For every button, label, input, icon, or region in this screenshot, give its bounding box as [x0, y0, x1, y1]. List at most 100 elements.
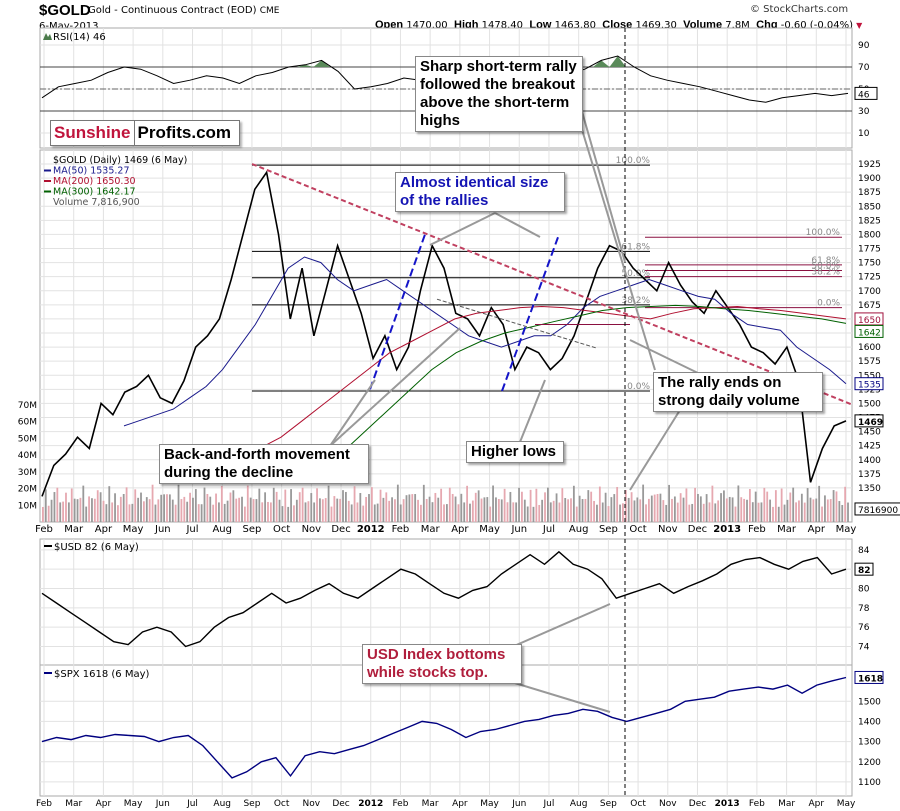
volume-bar [212, 504, 215, 522]
volume-bar [844, 486, 847, 522]
gold-y-tick: 1425 [858, 442, 881, 452]
volume-bar [59, 502, 62, 522]
volume-bar [815, 498, 818, 522]
gold-panel: 100.0%61.8%50.0%38.2%0.0%100.0%61.8%50.0… [41, 155, 853, 522]
volume-bar [117, 505, 119, 522]
volume-bar [238, 497, 241, 522]
volume-bar [645, 504, 647, 522]
volume-bar [809, 497, 812, 522]
volume-y-tick: 50M [18, 434, 37, 444]
x-tick-label: Aug [570, 799, 588, 809]
x-tick-label: May [836, 524, 857, 535]
volume-bar [743, 498, 746, 522]
x-tick-label: Aug [569, 524, 589, 535]
volume-bar [434, 492, 437, 522]
volume-bar [345, 491, 347, 522]
volume-bar [818, 485, 821, 522]
volume-bar [301, 487, 304, 522]
volume-bar [581, 499, 584, 522]
volume-bar [50, 499, 53, 522]
callout-usd-bottoms: USD Index bottoms while stocks top. [362, 644, 522, 684]
spx-y-tick: 1200 [858, 758, 881, 768]
volume-bar [656, 493, 659, 522]
volume-bar [47, 505, 50, 522]
volume-bar [376, 503, 379, 522]
callout-pointer [504, 679, 611, 713]
gold-legend-item: MA(50) 1535.27 [53, 166, 130, 177]
callout-identical-rallies: Almost identical size of the rallies [395, 172, 565, 212]
volume-bar [662, 500, 665, 522]
gold-y-tick: 1575 [858, 357, 881, 367]
volume-bar [584, 498, 587, 522]
volume-bar [422, 484, 425, 522]
volume-y-tick: 30M [18, 468, 37, 478]
high-value: 1478.40 [481, 20, 524, 31]
x-tick-label: Aug [213, 799, 231, 809]
volume-bar [564, 498, 567, 522]
volume-bar [134, 489, 137, 522]
volume-bar [183, 496, 186, 522]
rsi-overbought-fill [593, 60, 610, 67]
volume-bar [457, 504, 460, 522]
volume-bar [82, 485, 85, 522]
x-tick-label: Dec [689, 799, 706, 809]
gold-y-tick: 1825 [858, 216, 881, 226]
volume-bar [91, 498, 93, 522]
volume-bar [682, 497, 685, 522]
volume-bar [145, 497, 148, 522]
volume-bar [174, 504, 177, 522]
downtrend-line [251, 163, 853, 406]
volume-bar [512, 502, 515, 522]
volume-bar [298, 492, 301, 522]
volume-bar [598, 486, 601, 522]
volume-bar [428, 496, 431, 522]
volume-bar [105, 504, 108, 522]
volume-bar [206, 493, 209, 522]
x-tick-label: Dec [688, 524, 707, 535]
volume-bar [347, 500, 350, 522]
fib-right-label: 0.0% [817, 299, 840, 309]
volume-bar [725, 498, 728, 522]
gold-value-tag-text: 1469 [858, 418, 883, 428]
volume-bar [373, 504, 376, 522]
volume-bar [226, 500, 229, 522]
volume-bar [590, 491, 593, 522]
volume-bar [774, 490, 777, 522]
usd-value-tag-text: 82 [858, 566, 871, 576]
volume-bar [148, 499, 151, 522]
volume-bar [324, 498, 327, 522]
volume-bar [79, 497, 82, 522]
volume-bar [483, 497, 486, 522]
volume-bar [541, 499, 544, 522]
volume-value: 7.8M [725, 20, 750, 31]
chart-date: 6-May-2013 [39, 21, 99, 32]
volume-bar [166, 494, 168, 522]
x-tick-label: May [124, 799, 143, 809]
gold-value-tag [854, 377, 884, 391]
volume-bar [76, 499, 79, 522]
x-tick-label: Mar [65, 799, 82, 809]
gold-y-tick: 1450 [858, 428, 881, 438]
volume-bar [826, 499, 829, 522]
volume-bar [215, 493, 217, 522]
volume-bar [567, 499, 569, 522]
volume-bar [223, 503, 226, 522]
volume-bar [679, 493, 682, 522]
volume-bar [763, 487, 766, 522]
volume-bar [44, 489, 47, 522]
usd-y-tick: 76 [858, 623, 870, 633]
gold-y-tick: 1700 [858, 287, 881, 297]
volume-bar [295, 499, 298, 522]
volume-bar [275, 491, 278, 522]
volume-bar [336, 498, 339, 522]
volume-bar [244, 506, 246, 522]
x-tick-label: 2012 [357, 524, 385, 535]
volume-bar [143, 501, 145, 522]
volume-bar [751, 502, 754, 522]
volume-bar [624, 489, 627, 522]
volume-bar [194, 489, 197, 522]
volume-bar [359, 493, 362, 522]
volume-bar [241, 496, 243, 522]
fib-left-label: 61.8% [621, 242, 650, 252]
volume-bar [685, 488, 688, 522]
